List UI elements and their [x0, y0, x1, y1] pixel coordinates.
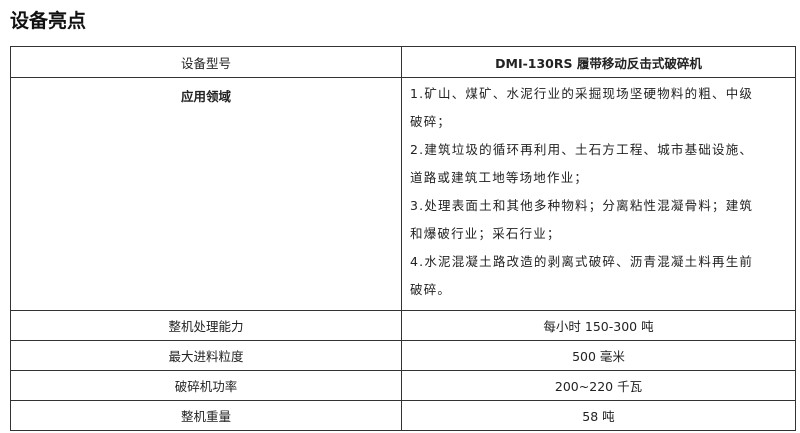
- row-value: 500 毫米: [401, 340, 796, 371]
- row-value: 每小时 150-300 吨: [401, 310, 796, 341]
- application-line: 2.建筑垃圾的循环再利用、土石方工程、城市基础设施、: [410, 142, 754, 157]
- table-row: 整机处理能力 每小时 150-300 吨: [10, 310, 796, 341]
- application-value: 1.矿山、煤矿、水泥行业的采掘现场坚硬物料的粗、中级 破碎； 2.建筑垃圾的循环…: [401, 77, 796, 311]
- table-row: 最大进料粒度 500 毫米: [10, 340, 796, 371]
- row-label: 最大进料粒度: [10, 340, 402, 371]
- spec-table: 设备型号 DMI-130RS 履带移动反击式破碎机 应用领域 1.矿山、煤矿、水…: [10, 46, 796, 431]
- application-line: 3.处理表面土和其他多种物料；分离粘性混凝骨料；建筑: [410, 198, 754, 213]
- application-line: 道路或建筑工地等场地作业；: [410, 170, 589, 185]
- model-value: DMI-130RS 履带移动反击式破碎机: [401, 46, 796, 78]
- row-value: 200~220 千瓦: [401, 370, 796, 401]
- row-label: 破碎机功率: [10, 370, 402, 401]
- table-row-model: 设备型号 DMI-130RS 履带移动反击式破碎机: [10, 46, 796, 78]
- application-line: 破碎；: [410, 114, 452, 129]
- row-label: 整机处理能力: [10, 310, 402, 341]
- application-line: 4.水泥混凝土路改造的剥离式破碎、沥青混凝土料再生前: [410, 254, 754, 269]
- table-row: 破碎机功率 200~220 千瓦: [10, 370, 796, 401]
- row-label: 整机重量: [10, 400, 402, 431]
- application-line: 破碎。: [410, 282, 452, 297]
- model-label: 设备型号: [10, 46, 402, 78]
- section-title: 设备亮点: [10, 10, 87, 32]
- application-label: 应用领域: [10, 77, 402, 311]
- row-value: 58 吨: [401, 400, 796, 431]
- table-row-application: 应用领域 1.矿山、煤矿、水泥行业的采掘现场坚硬物料的粗、中级 破碎； 2.建筑…: [10, 77, 796, 311]
- application-line: 和爆破行业；采石行业；: [410, 226, 561, 241]
- table-row: 整机重量 58 吨: [10, 400, 796, 431]
- application-line: 1.矿山、煤矿、水泥行业的采掘现场坚硬物料的粗、中级: [410, 86, 754, 101]
